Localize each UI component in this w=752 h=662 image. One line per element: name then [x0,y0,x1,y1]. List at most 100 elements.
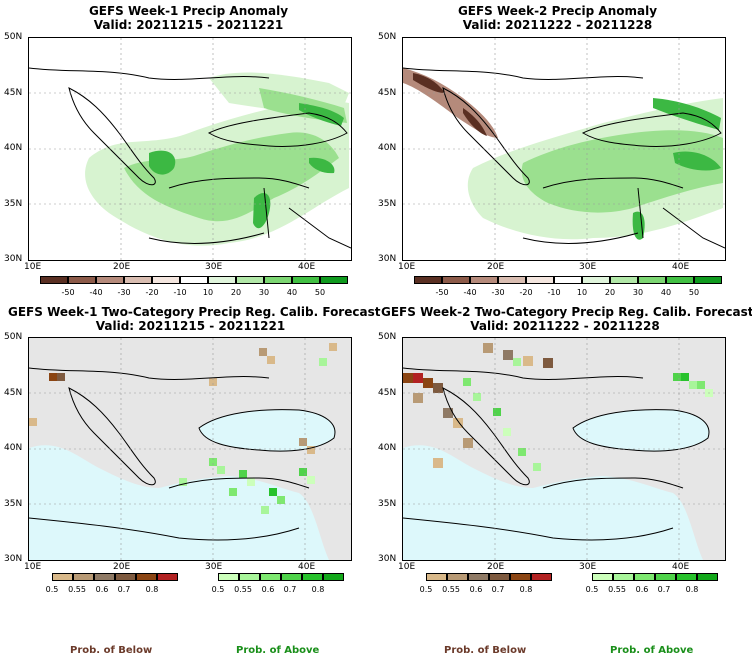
prob-above-colorbar-week2: 0.5 0.55 0.6 0.7 0.8 [586,573,722,597]
cbar-cell [634,573,655,581]
cbar-cell [655,573,676,581]
lat-label-35n: 35N [4,199,23,209]
lat-label-35n: 35N [4,499,23,509]
cbar-label: -30 [491,288,505,297]
lon-label-30e: 30E [205,262,223,272]
cbar-cell [218,573,239,581]
lat-label-50n: 50N [4,32,23,42]
cbar-label: 0.6 [635,585,649,594]
lat-label-45n: 45N [378,388,397,398]
lon-label-40e: 40E [672,562,690,572]
prob-below-footer-week1: Prob. of Below [70,645,153,656]
cbar-label: 0.5 [419,585,433,594]
cbar-cell [96,276,124,284]
cbar-label: 0.7 [283,585,297,594]
grid-lines [29,38,351,260]
cbar-label: -20 [519,288,533,297]
grid-lines [403,338,725,560]
cbar-cell [613,573,634,581]
cbar-cell [136,573,157,581]
cbar-label: 0.8 [145,585,159,594]
cbar-cell [152,276,180,284]
cbar-cell [52,573,73,581]
cbar-cell [470,276,498,284]
prob-above-footer-week1: Prob. of Above [236,645,320,656]
lon-label-20e: 20E [113,562,131,572]
map-week2-probability [402,337,726,561]
lat-label-40n: 40N [4,143,23,153]
anomaly-mid-green-areas [521,130,723,213]
cbar-cell [694,276,722,284]
cbar-label: -50 [61,288,75,297]
cbar-label: -30 [117,288,131,297]
cbar-cell [554,276,582,284]
lon-label-20e: 20E [113,262,131,272]
prob-below-footer-week2: Prob. of Below [444,645,527,656]
cbar-cell [157,573,178,581]
coastlines [403,67,725,249]
lat-label-50n: 50N [378,32,397,42]
cbar-label: -10 [547,288,561,297]
probability-below-cells [403,343,553,468]
cbar-cell [526,276,554,284]
cbar-label: 0.6 [469,585,483,594]
cbar-label: 0.55 [68,585,86,594]
cbar-cell [236,276,264,284]
lat-label-30n: 30N [4,254,23,264]
cbar-cell [281,573,302,581]
cbar-cell [302,573,323,581]
cbar-cell [498,276,526,284]
coastlines [29,67,351,249]
panel-title-week2-anomaly: GEFS Week-2 Precip Anomaly [457,4,658,18]
cbar-label: 10 [576,288,588,297]
cbar-label: 20 [230,288,242,297]
cbar-label: 0.55 [608,585,626,594]
sea-areas [403,409,709,560]
lat-label-45n: 45N [4,388,23,398]
cbar-label: 10 [202,288,214,297]
cbar-cell [239,573,260,581]
map-week2-anomaly-canvas [403,38,725,260]
cbar-label: -40 [89,288,103,297]
cbar-cell [666,276,694,284]
cbar-cell [40,276,68,284]
cbar-cell [264,276,292,284]
lat-label-30n: 30N [4,554,23,564]
cbar-cell [320,276,348,284]
cbar-cell [292,276,320,284]
prob-above-footer-week2: Prob. of Above [610,645,694,656]
cbar-cell [610,276,638,284]
lat-label-50n: 50N [378,332,397,342]
cbar-cell [180,276,208,284]
cbar-cell [115,573,136,581]
cbar-cell [697,573,718,581]
prob-below-colorbar-week2: 0.5 0.55 0.6 0.7 0.8 [420,573,556,597]
panel-valid-week2-probability: Valid: 20211222 - 20211228 [470,319,660,333]
panel-valid-week1-probability: Valid: 20211215 - 20211221 [95,319,286,333]
cbar-label: 0.8 [519,585,533,594]
lat-label-40n: 40N [4,443,23,453]
cbar-label: 0.55 [442,585,460,594]
cbar-cell [510,573,531,581]
map-week1-anomaly [28,37,352,261]
cbar-cell [68,276,96,284]
cbar-cell [468,573,489,581]
lon-label-10e: 10E [24,562,42,572]
panel-valid-week1-anomaly: Valid: 20211215 - 20211221 [93,18,284,32]
cbar-label: 40 [286,288,298,297]
lat-label-45n: 45N [378,88,397,98]
cbar-label: 50 [314,288,326,297]
lat-label-30n: 30N [378,254,397,264]
lon-label-40e: 40E [672,262,690,272]
lon-label-20e: 20E [487,262,505,272]
cbar-cell [592,573,613,581]
anomaly-colorbar-week2: -50 -40 -30 -20 -10 10 20 30 40 50 [414,276,724,300]
cbar-label: 0.7 [491,585,505,594]
cbar-cell [124,276,152,284]
cbar-cell [323,573,344,581]
coastlines [29,367,336,541]
cbar-cell [426,573,447,581]
lat-label-35n: 35N [378,499,397,509]
prob-below-colorbar-week1: 0.5 0.55 0.6 0.7 0.8 [46,573,182,597]
cbar-label: 0.5 [211,585,225,594]
